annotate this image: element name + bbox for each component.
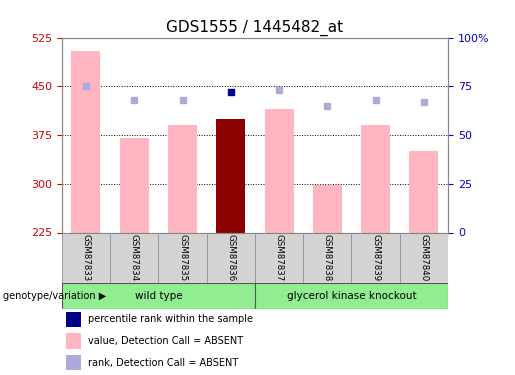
Bar bbox=[110, 232, 159, 283]
Text: percentile rank within the sample: percentile rank within the sample bbox=[88, 315, 253, 324]
Bar bbox=[62, 283, 255, 309]
Text: GSM87835: GSM87835 bbox=[178, 234, 187, 281]
Bar bbox=[265, 109, 294, 232]
Bar bbox=[351, 232, 400, 283]
Bar bbox=[313, 185, 342, 232]
Text: value, Detection Call = ABSENT: value, Detection Call = ABSENT bbox=[88, 336, 243, 346]
Bar bbox=[66, 333, 81, 349]
Bar bbox=[255, 232, 303, 283]
Bar bbox=[255, 283, 448, 309]
Text: GSM87833: GSM87833 bbox=[81, 234, 91, 281]
Text: glycerol kinase knockout: glycerol kinase knockout bbox=[287, 291, 416, 301]
Text: rank, Detection Call = ABSENT: rank, Detection Call = ABSENT bbox=[88, 358, 238, 368]
Text: GSM87834: GSM87834 bbox=[130, 234, 139, 281]
Text: GSM87838: GSM87838 bbox=[323, 234, 332, 281]
Text: GSM87837: GSM87837 bbox=[274, 234, 284, 281]
Bar bbox=[216, 119, 245, 232]
Text: GSM87840: GSM87840 bbox=[419, 234, 428, 281]
Bar bbox=[66, 355, 81, 370]
Bar bbox=[119, 138, 149, 232]
Bar bbox=[361, 125, 390, 232]
Text: wild type: wild type bbox=[134, 291, 182, 301]
Bar bbox=[66, 312, 81, 327]
Bar bbox=[66, 290, 81, 306]
Text: GSM87839: GSM87839 bbox=[371, 234, 380, 281]
Bar bbox=[303, 232, 351, 283]
Bar bbox=[62, 232, 110, 283]
Bar bbox=[159, 232, 207, 283]
Title: GDS1555 / 1445482_at: GDS1555 / 1445482_at bbox=[166, 20, 344, 36]
Text: GSM87836: GSM87836 bbox=[226, 234, 235, 281]
Bar bbox=[207, 232, 255, 283]
Text: genotype/variation ▶: genotype/variation ▶ bbox=[3, 291, 106, 301]
Text: count: count bbox=[88, 293, 116, 303]
Bar bbox=[400, 232, 448, 283]
Bar bbox=[409, 151, 438, 232]
Bar bbox=[168, 125, 197, 232]
Bar bbox=[72, 51, 100, 232]
